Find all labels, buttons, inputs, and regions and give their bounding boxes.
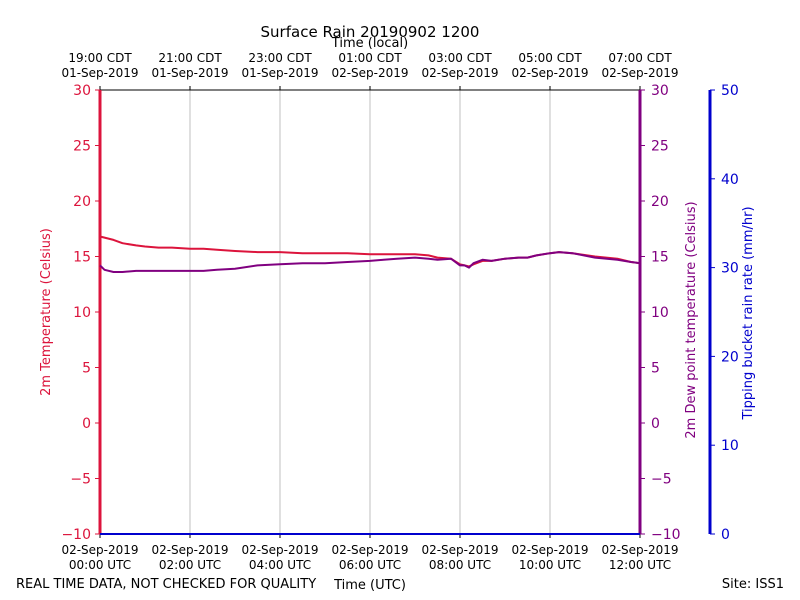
x-tick-label-utc-date: 02-Sep-2019 xyxy=(421,543,498,557)
y-tick-label-right-dewpoint: 15 xyxy=(651,250,669,266)
x-tick-label-utc-time: 06:00 UTC xyxy=(339,558,401,572)
y-tick-label-right-dewpoint: −5 xyxy=(651,472,672,488)
x-tick-label-utc-time: 08:00 UTC xyxy=(429,558,491,572)
y-tick-label-left: 25 xyxy=(73,139,91,155)
x-tick-label-utc-date: 02-Sep-2019 xyxy=(151,543,228,557)
x-tick-label-local-date: 01-Sep-2019 xyxy=(151,66,228,80)
x-tick-label-utc-date: 02-Sep-2019 xyxy=(241,543,318,557)
x-tick-label-local-time: 03:00 CDT xyxy=(428,51,492,65)
x-tick-label-utc-date: 02-Sep-2019 xyxy=(61,543,138,557)
dewpoint-line xyxy=(99,251,641,273)
y-tick-label-right-dewpoint: 25 xyxy=(651,139,669,155)
y-tick-label-right-dewpoint: −10 xyxy=(651,527,681,543)
x-tick-label-local-time: 21:00 CDT xyxy=(158,51,222,65)
y-tick-label-right-rain: 20 xyxy=(721,349,739,365)
x-tick-label-local-date: 02-Sep-2019 xyxy=(421,66,498,80)
y-tick-label-left: 15 xyxy=(73,250,91,266)
x-tick-label-utc-time: 02:00 UTC xyxy=(159,558,221,572)
y-tick-label-right-dewpoint: 5 xyxy=(651,361,660,377)
y-tick-label-left: 5 xyxy=(82,361,91,377)
x-tick-label-local-date: 01-Sep-2019 xyxy=(61,66,138,80)
y-tick-label-left: −5 xyxy=(70,472,91,488)
y-tick-label-left: 20 xyxy=(73,194,91,210)
x-tick-label-local-date: 01-Sep-2019 xyxy=(241,66,318,80)
x-tick-label-utc-date: 02-Sep-2019 xyxy=(331,543,408,557)
y-tick-label-right-rain: 0 xyxy=(721,527,730,543)
x-tick-label-local-date: 02-Sep-2019 xyxy=(331,66,408,80)
top-axis-label: Time (local) xyxy=(331,36,408,51)
y-tick-label-right-dewpoint: 0 xyxy=(651,416,660,432)
site-label: Site: ISS1 xyxy=(722,577,784,592)
quality-disclaimer: REAL TIME DATA, NOT CHECKED FOR QUALITY xyxy=(16,577,316,592)
y-axis-label-left: 2m Temperature (Celsius) xyxy=(39,228,54,396)
x-tick-label-utc-time: 04:00 UTC xyxy=(249,558,311,572)
y-tick-label-right-dewpoint: 20 xyxy=(651,194,669,210)
y-axis-label-right-dewpoint: 2m Dew point temperature (Celsius) xyxy=(684,201,699,438)
y-tick-label-left: 30 xyxy=(73,83,91,99)
y-tick-label-right-rain: 40 xyxy=(721,172,739,188)
x-tick-label-utc-time: 00:00 UTC xyxy=(69,558,131,572)
x-tick-label-local-date: 02-Sep-2019 xyxy=(601,66,678,80)
y-tick-label-left: 10 xyxy=(73,305,91,321)
x-tick-label-local-date: 02-Sep-2019 xyxy=(511,66,588,80)
y-axis-label-right-rain: Tipping bucket rain rate (mm/hr) xyxy=(741,206,756,420)
chart-title: Surface Rain 20190902 1200 xyxy=(261,23,480,41)
y-tick-label-right-rain: 10 xyxy=(721,438,739,454)
x-tick-label-utc-time: 10:00 UTC xyxy=(519,558,581,572)
x-tick-label-local-time: 01:00 CDT xyxy=(338,51,402,65)
y-tick-label-right-rain: 30 xyxy=(721,261,739,277)
y-tick-label-left: 0 xyxy=(82,416,91,432)
x-tick-label-utc-date: 02-Sep-2019 xyxy=(511,543,588,557)
x-tick-label-utc-date: 02-Sep-2019 xyxy=(601,543,678,557)
y-tick-label-right-rain: 50 xyxy=(721,83,739,99)
x-tick-label-local-time: 07:00 CDT xyxy=(608,51,672,65)
x-tick-label-utc-time: 12:00 UTC xyxy=(609,558,671,572)
x-tick-label-local-time: 19:00 CDT xyxy=(68,51,132,65)
y-tick-label-left: −10 xyxy=(61,527,91,543)
y-tick-label-right-dewpoint: 10 xyxy=(651,305,669,321)
x-tick-label-local-time: 05:00 CDT xyxy=(518,51,582,65)
x-tick-label-local-time: 23:00 CDT xyxy=(248,51,312,65)
x-axis-label: Time (UTC) xyxy=(333,578,406,593)
y-tick-label-right-dewpoint: 30 xyxy=(651,83,669,99)
